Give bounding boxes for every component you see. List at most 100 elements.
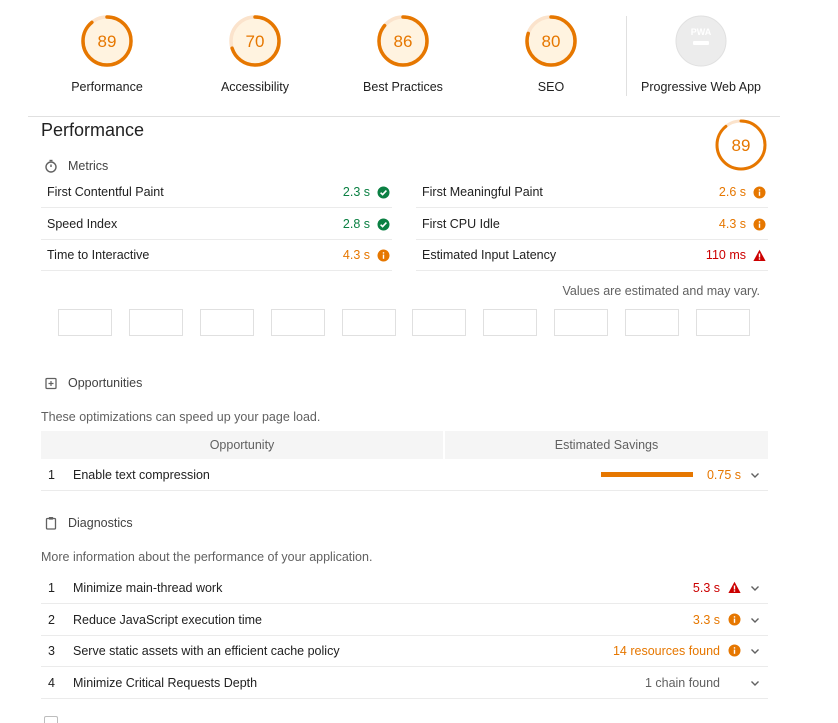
metrics-header: Metrics [42,157,108,175]
column-header-opportunity: Opportunity [41,431,443,459]
gauge-label: Progressive Web App [641,80,761,94]
gauge-pwa[interactable]: PWA Progressive Web App [636,14,766,94]
next-section-icon [44,716,58,723]
opportunities-header-label: Opportunities [68,376,143,390]
gauge-ring: 86 [377,15,429,67]
metric-value: 4.3 s [342,248,370,262]
info-icon [728,644,741,657]
opportunity-row-text-compression[interactable]: 1 Enable text compression 0.75 s [41,459,768,491]
row-number: 1 [48,580,55,595]
metric-estimated-input-latency: Estimated Input Latency 110 ms [416,240,768,271]
warning-icon [728,581,741,594]
metric-speed-index: Speed Index 2.8 s [41,209,392,240]
column-header-savings: Estimated Savings [445,431,768,459]
filmstrip-thumbnail [271,309,325,336]
savings-bar [600,472,693,477]
opportunities-table-header: Opportunity Estimated Savings [41,431,768,459]
row-number: 1 [48,467,55,482]
metric-value: 2.3 s [342,185,370,199]
info-icon [753,218,766,231]
info-icon [377,249,390,262]
chevron-down-icon[interactable] [749,677,761,689]
filmstrip-thumbnail [483,309,537,336]
gauge-score: 89 [98,32,117,51]
chevron-down-icon[interactable] [749,645,761,657]
row-number: 3 [48,643,55,658]
metric-label: Speed Index [47,217,118,231]
metric-label: Time to Interactive [47,248,150,262]
gauge-ring: 80 [525,15,577,67]
diagnostic-row-critical-requests[interactable]: 4 Minimize Critical Requests Depth 1 cha… [41,667,768,699]
page-title: Performance [41,120,145,140]
row-value: 3.3 s [692,612,720,627]
row-value: 1 chain found [644,675,720,690]
clipboard-icon [42,514,60,532]
info-icon [753,186,766,199]
row-value: 14 resources found [612,643,720,658]
gauge-label: Best Practices [363,80,443,94]
metric-first-meaningful-paint: First Meaningful Paint 2.6 s [416,177,768,208]
metric-value: 4.3 s [718,217,746,231]
pwa-icon: PWA [675,15,727,67]
diagnostics-header: Diagnostics [42,514,133,532]
chevron-down-icon[interactable] [749,582,761,594]
metric-label: Estimated Input Latency [422,248,557,262]
opportunities-description: These optimizations can speed up your pa… [41,410,321,424]
filmstrip-thumbnail [625,309,679,336]
top-divider [28,116,780,117]
gauge-score: 86 [394,32,413,51]
opportunities-header: Opportunities [42,374,142,392]
gauge-score: 70 [246,32,265,51]
diagnostic-row-js-execution[interactable]: 2 Reduce JavaScript execution time 3.3 s [41,604,768,636]
performance-score-gauge: 89 [714,118,768,175]
diagnostics-header-label: Diagnostics [68,516,133,530]
gauge-score: 80 [542,32,561,51]
diagnostic-row-cache-policy[interactable]: 3 Serve static assets with an efficient … [41,635,768,667]
gauge-ring: 70 [229,15,281,67]
chevron-down-icon[interactable] [749,469,761,481]
stopwatch-icon [42,157,60,175]
pwa-divider [626,16,627,96]
filmstrip-thumbnail [129,309,183,336]
metric-label: First Contentful Paint [47,185,164,199]
metric-value: 2.8 s [342,217,370,231]
metrics-note: Values are estimated and may vary. [562,284,760,298]
gauge-performance[interactable]: 89 Performance [42,14,172,94]
metric-time-to-interactive: Time to Interactive 4.3 s [41,240,392,271]
diagnostics-description: More information about the performance o… [41,550,373,564]
warning-icon [753,249,766,262]
check-icon [377,186,390,199]
check-icon [377,218,390,231]
metric-value: 110 ms [705,248,746,262]
metric-value: 2.6 s [718,185,746,199]
row-title: Reduce JavaScript execution time [73,612,262,627]
info-icon [728,613,741,626]
filmstrip-thumbnail [554,309,608,336]
opportunity-icon [42,374,60,392]
gauge-label: Accessibility [220,80,290,94]
filmstrip-thumbnail [200,309,254,336]
row-value: 5.3 s [692,580,720,595]
filmstrip-thumbnail [696,309,750,336]
gauge-seo[interactable]: 80 SEO [486,14,616,94]
row-value: 0.75 s [706,467,741,482]
metrics-header-label: Metrics [68,159,109,173]
filmstrip-thumbnail [412,309,466,336]
row-title: Minimize Critical Requests Depth [73,675,258,690]
gauge-accessibility[interactable]: 70 Accessibility [190,14,320,94]
gauge-label: SEO [537,80,565,94]
row-title: Enable text compression [73,467,210,482]
row-title: Minimize main-thread work [73,580,223,595]
performance-score: 89 [732,136,751,155]
metric-label: First Meaningful Paint [422,185,543,199]
metric-first-contentful-paint: First Contentful Paint 2.3 s [41,177,392,208]
gauge-label: Performance [71,80,143,94]
filmstrip-thumbnail [342,309,396,336]
gauge-ring: 89 [81,15,133,67]
metric-label: First CPU Idle [422,217,500,231]
diagnostic-row-main-thread[interactable]: 1 Minimize main-thread work 5.3 s [41,572,768,604]
pwa-badge-text: PWA [691,27,712,37]
row-number: 2 [48,612,55,627]
chevron-down-icon[interactable] [749,614,761,626]
gauge-best-practices[interactable]: 86 Best Practices [338,14,468,94]
